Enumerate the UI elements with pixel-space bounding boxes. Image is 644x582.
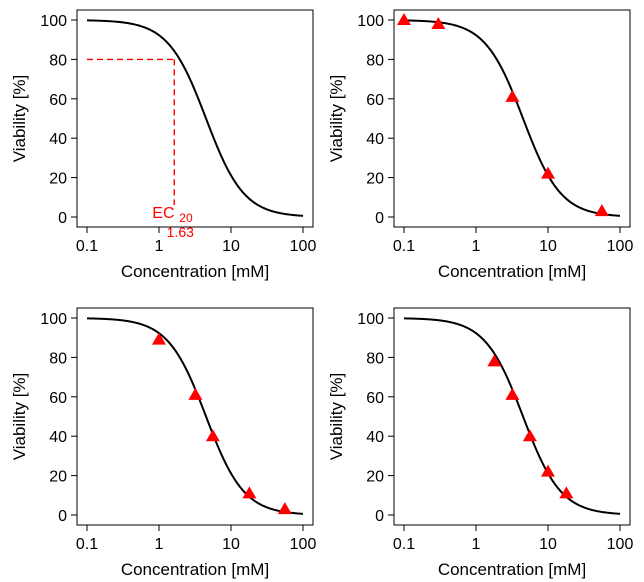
- data-point: [242, 486, 257, 499]
- y-tick-label: 80: [366, 350, 384, 367]
- x-axis-label: Concentration [mM]: [438, 560, 586, 579]
- y-tick-label: 0: [58, 210, 67, 227]
- x-tick-label: 100: [607, 536, 634, 553]
- data-point: [559, 486, 574, 499]
- y-axis-label: Viability [%]: [10, 75, 29, 163]
- chart-panel-4: 0.1 1 10 100 0 20 40 60 80 100 Concentration [mM] V…: [327, 307, 634, 579]
- x-tick-label: 0.1: [76, 238, 98, 255]
- y-tick-label: 100: [357, 13, 384, 30]
- x-tick-label: 100: [290, 238, 317, 255]
- x-tick-label: 0.1: [393, 536, 415, 553]
- y-tick-label: 0: [58, 508, 67, 525]
- x-axis-label: Concentration [mM]: [438, 262, 586, 281]
- y-tick-label: 80: [49, 52, 67, 69]
- x-tick-label: 1: [472, 536, 481, 553]
- data-point: [205, 429, 220, 442]
- data-point: [152, 332, 166, 345]
- plot-frame: [76, 307, 314, 526]
- x-tick-label: 10: [539, 536, 557, 553]
- data-point: [397, 13, 411, 25]
- data-point: [594, 204, 609, 217]
- x-tick-label: 10: [222, 536, 240, 553]
- x-tick-label: 100: [290, 536, 317, 553]
- x-tick-label: 10: [539, 238, 557, 255]
- y-tick-label: 20: [366, 469, 384, 486]
- x-tick-label: 1: [472, 238, 481, 255]
- y-tick-label: 20: [366, 171, 384, 188]
- y-tick-label: 40: [366, 131, 384, 148]
- fit-curve: [86, 19, 304, 217]
- y-tick-label: 40: [49, 429, 67, 446]
- y-tick-label: 100: [40, 311, 67, 328]
- y-tick-label: 80: [49, 350, 67, 367]
- y-tick-label: 40: [366, 429, 384, 446]
- chart-panel-2: 0.1 1 10 100 0 20 40 60 80 100 Concentration [mM] V…: [327, 9, 634, 281]
- data-point: [487, 354, 502, 367]
- y-tick-label: 100: [40, 13, 67, 30]
- data-point: [505, 387, 520, 400]
- y-tick-label: 60: [366, 390, 384, 407]
- x-tick-label: 1: [155, 536, 164, 553]
- y-tick-label: 60: [49, 92, 67, 109]
- y-tick-label: 0: [375, 210, 384, 227]
- y-tick-label: 80: [366, 52, 384, 69]
- data-point: [505, 89, 520, 102]
- y-tick-label: 40: [49, 131, 67, 148]
- x-tick-label: 1: [155, 238, 164, 255]
- data-point: [522, 429, 537, 442]
- data-point: [541, 166, 555, 179]
- ec20-subscript: 20: [179, 211, 193, 225]
- chart-panel-3: 0.1 1 10 100 0 20 40 60 80 100 Concentration [mM] V…: [10, 307, 317, 579]
- x-axis-label: Concentration [mM]: [121, 262, 269, 281]
- ec20-value: 1.63: [167, 224, 194, 240]
- chart-panel-1: 0.1 1 10 100 0 20 40 60 80 100 Concentration [mM] V…: [10, 9, 317, 281]
- data-point: [541, 464, 555, 477]
- data-point: [277, 502, 292, 515]
- fit-curve: [403, 19, 621, 217]
- y-axis-label: Viability [%]: [10, 373, 29, 461]
- plot-frame: [76, 9, 314, 228]
- y-tick-label: 20: [49, 469, 67, 486]
- y-axis-label: Viability [%]: [327, 75, 346, 163]
- y-tick-label: 100: [357, 311, 384, 328]
- x-axis-label: Concentration [mM]: [121, 560, 269, 579]
- ec20-label: EC: [152, 205, 174, 222]
- data-point: [188, 387, 203, 400]
- plot-frame: [393, 307, 631, 526]
- fit-curve: [86, 317, 304, 515]
- plot-frame: [393, 9, 631, 228]
- fit-curve: [403, 317, 621, 515]
- y-tick-label: 60: [366, 92, 384, 109]
- y-tick-label: 0: [375, 508, 384, 525]
- x-tick-label: 10: [222, 238, 240, 255]
- x-tick-label: 0.1: [76, 536, 98, 553]
- x-tick-label: 100: [607, 238, 634, 255]
- data-point: [431, 16, 446, 29]
- y-tick-label: 20: [49, 171, 67, 188]
- y-tick-label: 60: [49, 390, 67, 407]
- x-tick-label: 0.1: [393, 238, 415, 255]
- y-axis-label: Viability [%]: [327, 373, 346, 461]
